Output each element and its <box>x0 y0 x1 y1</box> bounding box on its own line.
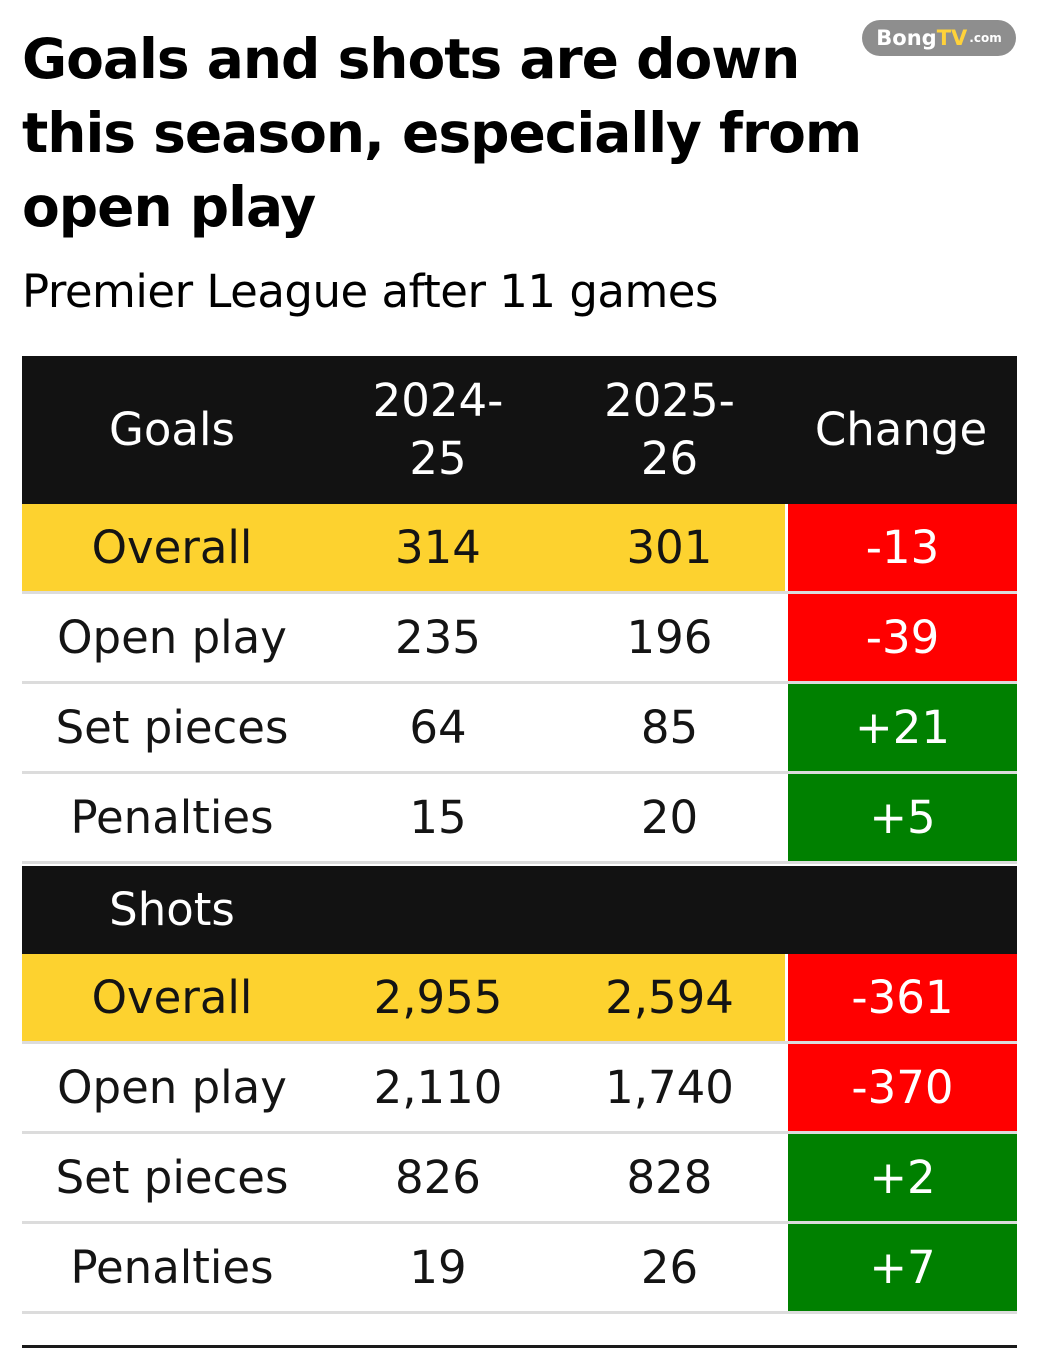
column-header-2025-26: 2025- 26 <box>554 356 785 504</box>
table-header-row: Goals 2024- 25 2025- 26 Change <box>22 356 1017 504</box>
watermark-brand-a: Bong <box>876 26 937 50</box>
section-header-shots: Shots <box>109 883 235 936</box>
table-row: Overall 314 301 -13 <box>22 504 1017 594</box>
table-row: Penalties 15 20 +5 <box>22 774 1017 864</box>
watermark-brand-c: .com <box>969 31 1002 45</box>
change-value: +5 <box>785 774 1017 861</box>
value-2024-25: 2,110 <box>373 1060 503 1114</box>
value-2025-26: 20 <box>640 790 699 844</box>
footer-divider <box>22 1345 1017 1348</box>
section-header-row: Shots <box>22 866 1017 954</box>
table-row: Set pieces 64 85 +21 <box>22 684 1017 774</box>
column-header-change: Change <box>814 403 988 456</box>
change-value: +2 <box>785 1134 1017 1221</box>
table-row: Open play 235 196 -39 <box>22 594 1017 684</box>
column-header-2025-26-label: 2025- 26 <box>604 374 735 485</box>
row-label: Penalties <box>70 1240 274 1294</box>
stats-table: Goals 2024- 25 2025- 26 Change Overall 3… <box>22 356 1017 1314</box>
change-value: -361 <box>785 954 1017 1041</box>
value-2025-26: 26 <box>640 1240 699 1294</box>
value-2024-25: 64 <box>409 700 467 754</box>
value-2024-25: 826 <box>395 1150 481 1204</box>
value-2024-25: 314 <box>322 504 554 591</box>
row-label: Set pieces <box>55 1150 289 1204</box>
column-header-goals: Goals <box>109 403 235 456</box>
value-2025-26: 2,594 <box>554 954 785 1041</box>
value-2024-25: 19 <box>409 1240 467 1294</box>
value-2025-26: 196 <box>626 610 713 664</box>
watermark-brand-b: TV <box>936 26 968 50</box>
change-value: -39 <box>785 594 1017 681</box>
column-header-2024-25: 2024- 25 <box>322 356 554 504</box>
column-header-2024-25-label: 2024- 25 <box>372 374 504 485</box>
value-2025-26: 85 <box>640 700 699 754</box>
value-2025-26: 828 <box>626 1150 713 1204</box>
row-label: Open play <box>57 610 287 664</box>
value-2024-25: 235 <box>395 610 481 664</box>
value-2024-25: 2,955 <box>322 954 554 1041</box>
chart-subtitle: Premier League after 11 games <box>22 265 718 318</box>
bongtv-watermark-logo: Bong TV .com <box>862 20 1016 56</box>
value-2025-26: 301 <box>554 504 785 591</box>
chart-title: Goals and shots are down this season, es… <box>22 27 862 239</box>
shots-section: Overall 2,955 2,594 -361 Open play 2,110… <box>22 954 1017 1314</box>
goals-section: Overall 314 301 -13 Open play 235 196 -3… <box>22 504 1017 864</box>
row-label: Penalties <box>70 790 274 844</box>
change-value: -370 <box>785 1044 1017 1131</box>
row-label: Overall <box>22 954 322 1041</box>
row-label: Open play <box>57 1060 287 1114</box>
change-value: -13 <box>785 504 1017 591</box>
row-label: Set pieces <box>55 700 289 754</box>
table-row: Overall 2,955 2,594 -361 <box>22 954 1017 1044</box>
change-value: +21 <box>785 684 1017 771</box>
table-row: Set pieces 826 828 +2 <box>22 1134 1017 1224</box>
table-row: Penalties 19 26 +7 <box>22 1224 1017 1314</box>
value-2024-25: 15 <box>409 790 467 844</box>
value-2025-26: 1,740 <box>605 1060 734 1114</box>
change-value: +7 <box>785 1224 1017 1311</box>
table-row: Open play 2,110 1,740 -370 <box>22 1044 1017 1134</box>
row-label: Overall <box>22 504 322 591</box>
